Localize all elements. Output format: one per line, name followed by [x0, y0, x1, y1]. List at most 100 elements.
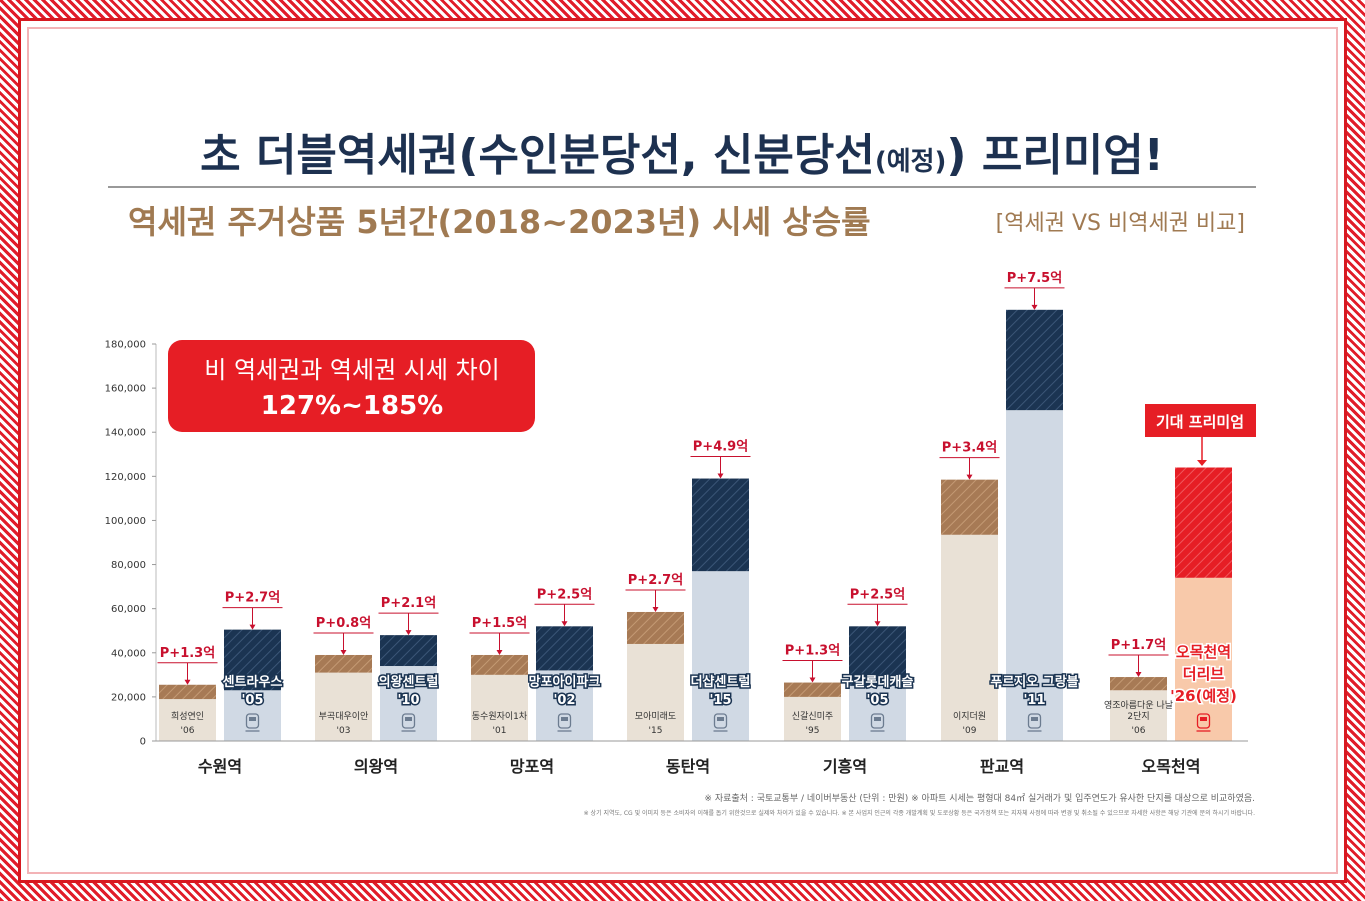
premium-label: P+2.5억 — [537, 587, 592, 602]
station-bar-premium — [380, 635, 437, 667]
y-tick-label: 140,000 — [105, 428, 146, 439]
premium-label: P+2.5억 — [850, 587, 905, 602]
y-tick-label: 60,000 — [111, 604, 146, 615]
premium-label-arrow — [405, 630, 412, 636]
premium-label-arrow — [496, 649, 503, 655]
y-tick-label: 100,000 — [105, 516, 146, 527]
station-year: '05 — [866, 693, 888, 708]
station-name: 센트라우스 — [223, 674, 283, 690]
non-station-bar-premium — [784, 682, 841, 697]
train-icon-window — [405, 717, 412, 721]
premium-label-arrow — [874, 621, 881, 627]
premium-label-arrow — [1031, 304, 1038, 310]
non-station-bar-premium — [315, 654, 372, 673]
train-icon-window — [249, 717, 256, 721]
non-station-name: 2단지 — [1127, 711, 1149, 722]
callout-line2: 127%~185% — [261, 391, 443, 421]
premium-label: P+1.3억 — [160, 646, 215, 661]
non-station-bar-base — [627, 643, 684, 741]
train-icon-body — [245, 713, 260, 729]
non-station-bar-base — [315, 672, 372, 741]
non-station-name: 모아미래도 — [635, 711, 676, 722]
premium-label: P+1.3억 — [785, 644, 840, 659]
non-station-year: '09 — [963, 726, 977, 736]
x-category-label: 판교역 — [980, 757, 1024, 776]
station-bar-base — [692, 571, 749, 741]
station-year: '02 — [553, 693, 575, 708]
expected-premium-label: 기대 프리미엄 — [1156, 413, 1244, 431]
y-tick-label: 0 — [140, 737, 146, 748]
non-station-bar-base — [471, 674, 528, 741]
non-station-bar-base — [1110, 690, 1167, 741]
non-station-name: 신갈신미주 — [792, 711, 833, 722]
premium-label-arrow — [717, 473, 724, 479]
station-name: 더리브 — [1183, 665, 1225, 683]
premium-label-arrow — [652, 606, 659, 612]
x-category-label: 망포역 — [510, 757, 554, 776]
station-bar-premium — [1006, 309, 1063, 411]
disclaimer-note: ※ 상기 지역도, CG 및 이미지 등은 소비자의 이해를 돕기 위한것으로 … — [584, 809, 1255, 817]
x-category-label: 동탄역 — [666, 757, 710, 776]
premium-label: P+4.9억 — [693, 440, 748, 455]
station-bar-premium — [1175, 467, 1232, 578]
y-tick-label: 160,000 — [105, 384, 146, 395]
train-icon-body — [557, 713, 572, 729]
train-icon-window — [717, 717, 724, 721]
station-bar-premium — [536, 626, 593, 671]
non-station-bar-base — [784, 696, 841, 741]
station-name: 푸르지오 그랑블 — [990, 675, 1078, 690]
non-station-bar-premium — [1110, 677, 1167, 691]
non-station-year: '95 — [806, 726, 820, 736]
premium-label: P+3.4억 — [942, 441, 997, 456]
x-category-label: 기흥역 — [823, 757, 867, 776]
premium-label: P+1.7억 — [1111, 638, 1166, 653]
non-station-year: '06 — [1132, 726, 1146, 736]
non-station-bar-base — [941, 534, 998, 741]
non-station-year: '15 — [649, 726, 663, 736]
train-icon — [245, 713, 260, 732]
station-name: 오목천역 — [1176, 643, 1231, 661]
train-icon — [1196, 713, 1211, 732]
source-note: ※ 자료출처 : 국토교통부 / 네이버부동산 (단위 : 만원) ※ 아파트 … — [704, 792, 1255, 804]
y-tick-label: 40,000 — [111, 648, 146, 659]
x-category-label: 수원역 — [198, 757, 242, 776]
premium-label: P+2.1억 — [381, 596, 436, 611]
train-icon — [557, 713, 572, 732]
non-station-name: 동수원자이1차 — [472, 710, 528, 722]
train-icon-body — [401, 713, 416, 729]
non-station-name: 이지더원 — [953, 711, 986, 722]
non-station-bar-premium — [159, 684, 216, 700]
station-year: '05 — [241, 693, 263, 708]
station-name: 망포아이파크 — [529, 674, 601, 690]
station-name: 더샵센트럴 — [691, 674, 751, 690]
non-station-bar-premium — [941, 479, 998, 535]
station-year: '10 — [397, 693, 419, 708]
y-axis: 0 20,000 40,000 60,000 80,000 100,000 120,000 1… — [105, 340, 157, 748]
station-name: 의왕센트럴 — [379, 674, 439, 690]
non-station-year: '01 — [493, 726, 507, 736]
station-year: '15 — [709, 693, 731, 708]
train-icon-window — [1031, 717, 1038, 721]
non-station-year: '06 — [181, 726, 195, 736]
non-station-year: '03 — [337, 726, 351, 736]
bars — [159, 309, 1232, 741]
train-icon-window — [874, 717, 881, 721]
station-bar-base — [224, 690, 281, 741]
train-icon — [870, 713, 885, 732]
train-icon-body — [1027, 713, 1042, 729]
y-tick-label: 180,000 — [105, 340, 146, 351]
premium-label: P+0.8억 — [316, 616, 371, 631]
station-year: '26(예정) — [1170, 687, 1237, 705]
y-tick-label: 120,000 — [105, 472, 146, 483]
premium-label: P+1.5억 — [472, 616, 527, 631]
chart-subtitle: 역세권 주거상품 5년간(2018~2023년) 시세 상승률 — [128, 203, 871, 241]
train-icon-body — [713, 713, 728, 729]
station-bar-premium — [849, 626, 906, 686]
non-station-name: 영조아름다운 나날 — [1104, 700, 1173, 711]
premium-label-arrow — [249, 624, 256, 630]
premium-label-arrow — [1135, 672, 1142, 678]
premium-label: P+2.7억 — [225, 591, 280, 606]
x-category-label: 의왕역 — [354, 757, 398, 776]
non-station-name: 부곡대우이안 — [319, 711, 369, 722]
